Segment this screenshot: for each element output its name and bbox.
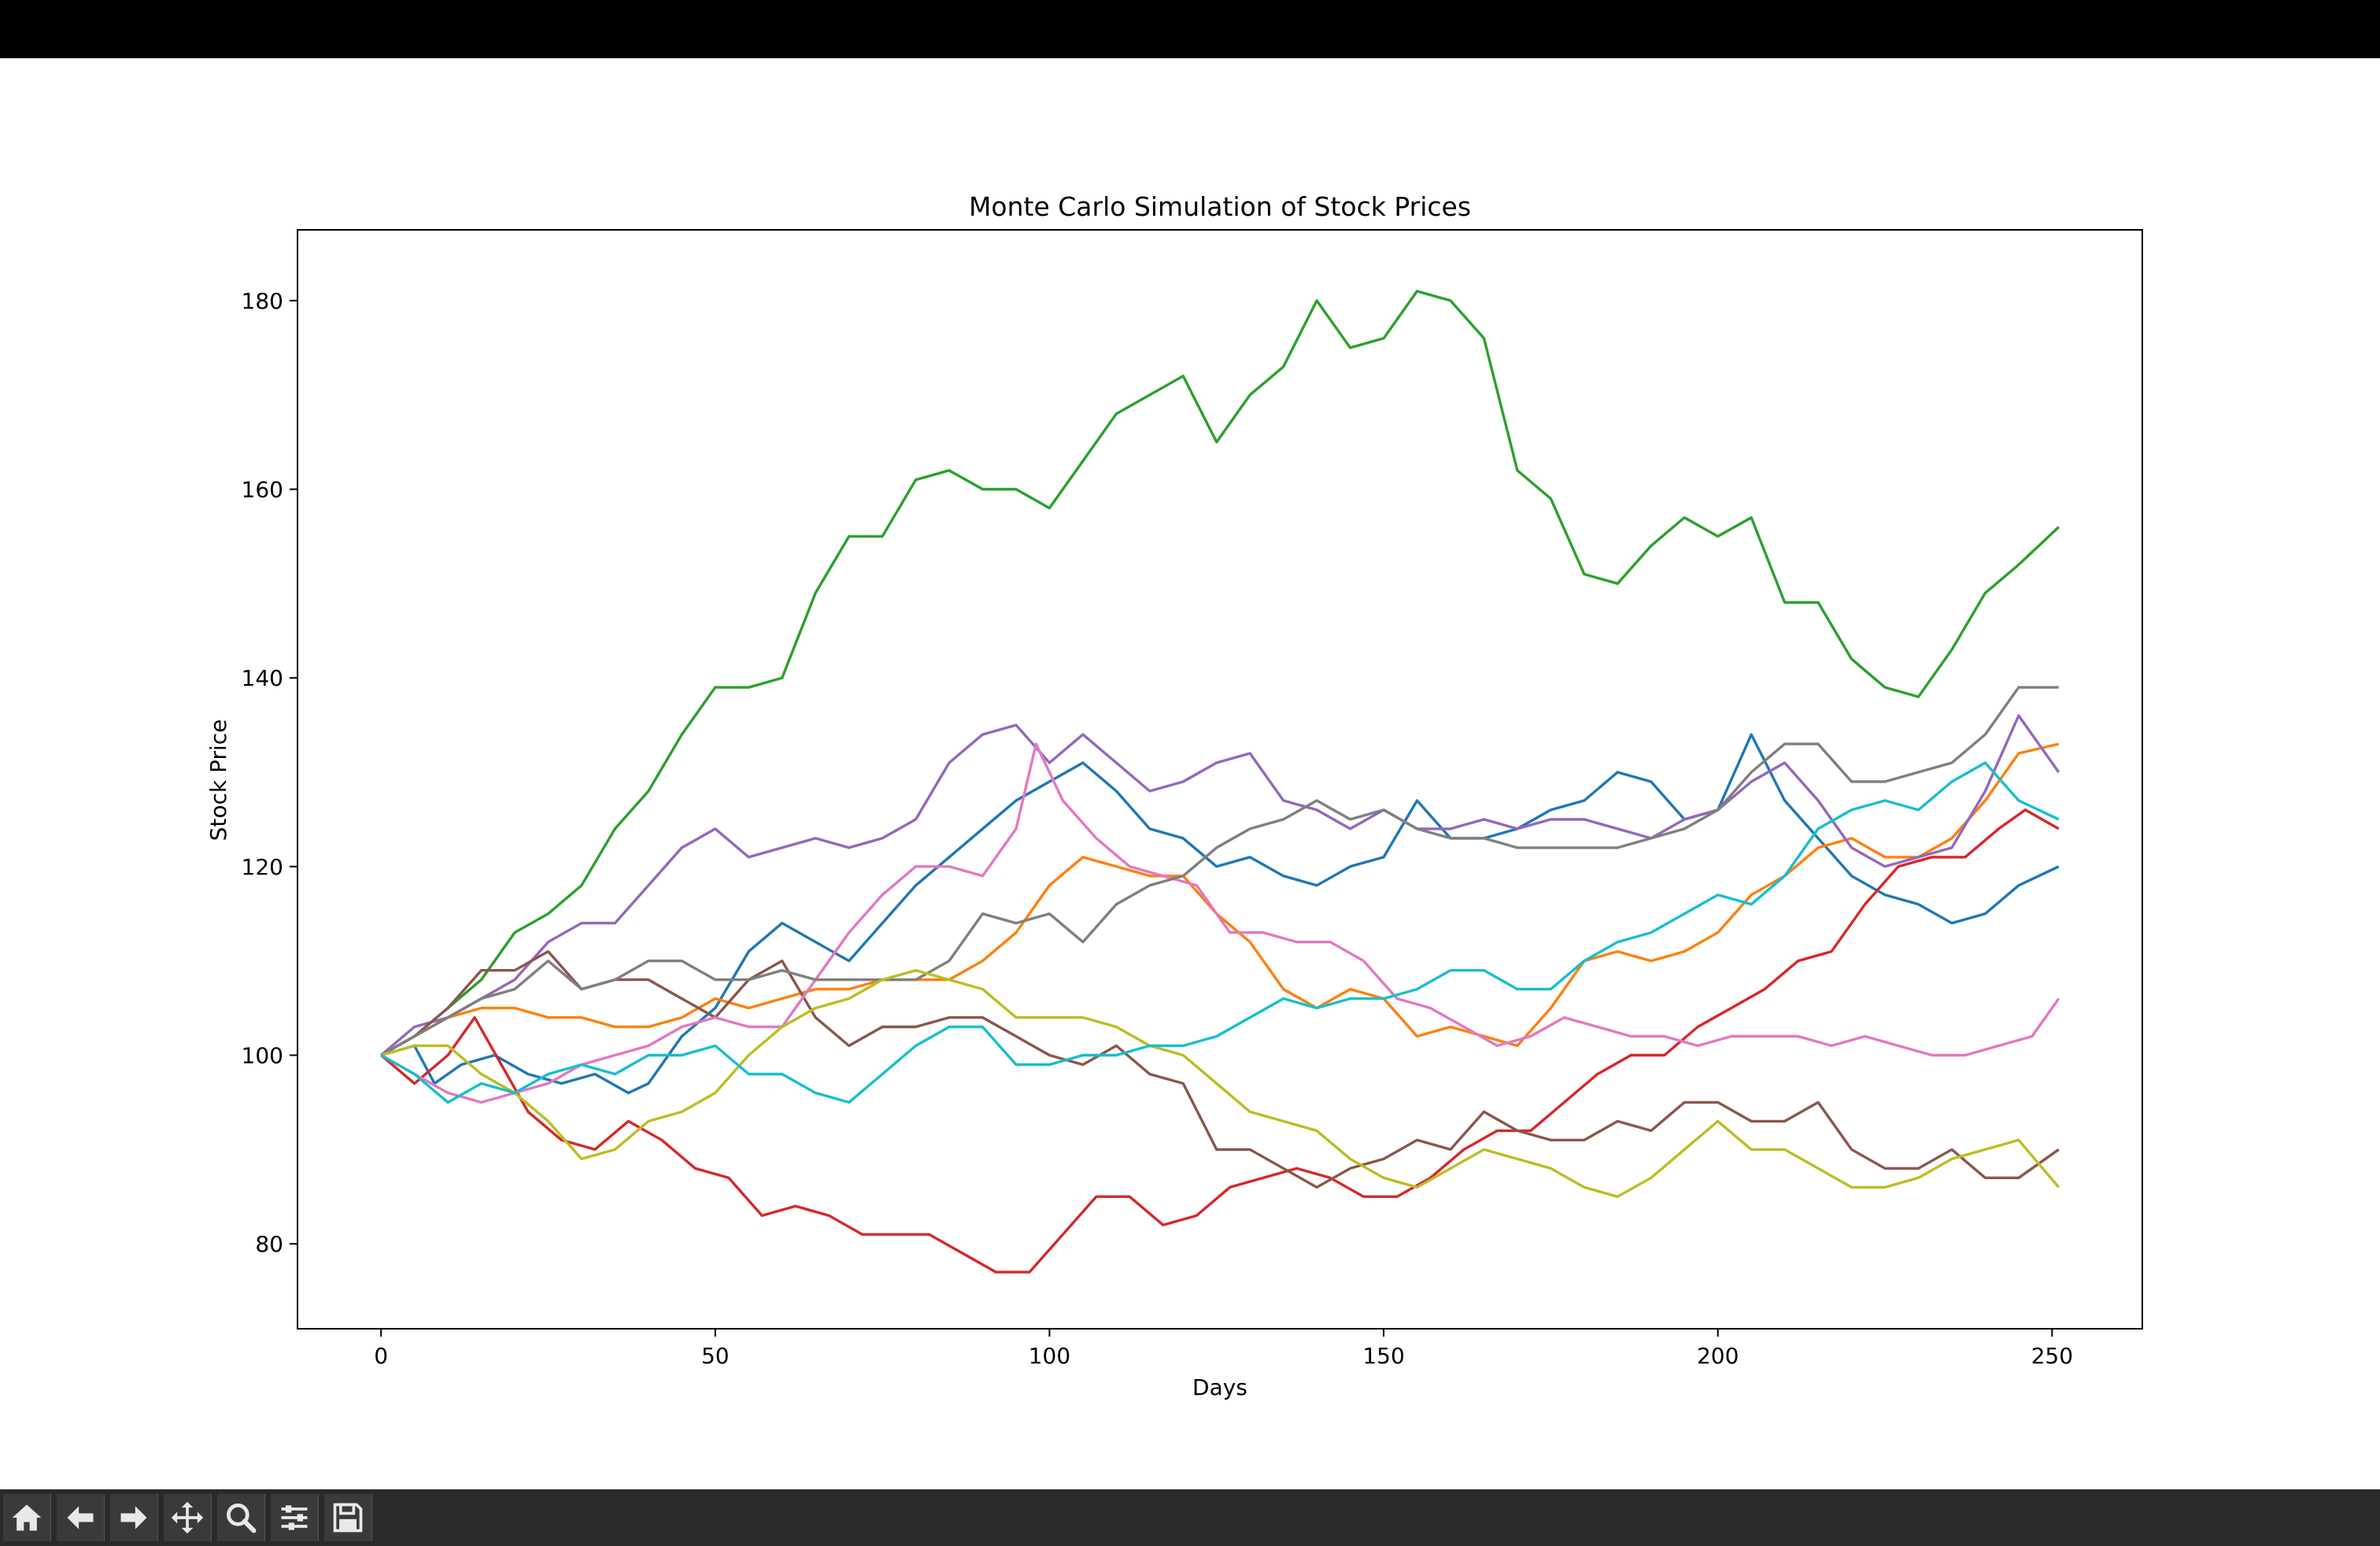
- back-button[interactable]: [57, 1494, 105, 1541]
- series-line-2: [380, 742, 2060, 1056]
- save-icon: [333, 1503, 363, 1533]
- axes-frame: [297, 229, 2143, 1330]
- back-arrow-icon: [67, 1506, 94, 1529]
- zoom-icon: [227, 1503, 257, 1533]
- y-axis-ticks: 80 100 120 140 160 180: [242, 288, 298, 1257]
- series-line-7: [380, 742, 2060, 1104]
- series-line-10: [380, 761, 2060, 1104]
- y-tick-label: 80: [255, 1231, 283, 1257]
- configure-subplots-button[interactable]: [271, 1494, 319, 1541]
- series-line-6: [380, 949, 2060, 1189]
- forward-button[interactable]: [110, 1494, 158, 1541]
- y-tick-label: 140: [242, 665, 283, 691]
- series-line-1: [380, 733, 2060, 1095]
- x-tick-label: 50: [701, 1343, 730, 1369]
- series-lines: [380, 290, 2060, 1274]
- series-line-3: [380, 290, 2060, 1056]
- home-icon: [12, 1504, 42, 1531]
- series-line-9: [380, 968, 2060, 1198]
- line-chart: Monte Carlo Simulation of Stock Prices 0…: [205, 191, 2143, 1400]
- x-tick-label: 0: [374, 1343, 388, 1369]
- y-tick-label: 100: [242, 1042, 283, 1068]
- configure-subplots-icon: [281, 1505, 308, 1530]
- x-axis-ticks: 0 50 100 150 200 250: [374, 1329, 2073, 1369]
- y-tick-label: 160: [242, 477, 283, 503]
- series-line-5: [380, 714, 2060, 1056]
- y-tick-label: 120: [242, 854, 283, 880]
- x-tick-label: 100: [1029, 1343, 1070, 1369]
- window-top-bar: [0, 0, 2380, 58]
- pan-icon: [171, 1501, 204, 1534]
- x-tick-label: 250: [2031, 1343, 2073, 1369]
- figure-canvas: Monte Carlo Simulation of Stock Prices 0…: [0, 58, 2380, 1489]
- x-tick-label: 150: [1362, 1343, 1404, 1369]
- forward-arrow-icon: [120, 1506, 147, 1529]
- home-button[interactable]: [3, 1494, 51, 1541]
- navigation-toolbar: [0, 1489, 2380, 1546]
- y-tick-label: 180: [242, 288, 283, 314]
- x-tick-label: 200: [1697, 1343, 1739, 1369]
- save-button[interactable]: [324, 1494, 372, 1541]
- chart-title: Monte Carlo Simulation of Stock Prices: [969, 191, 1471, 222]
- y-axis-label: Stock Price: [205, 719, 231, 841]
- pan-button[interactable]: [164, 1494, 212, 1541]
- series-line-8: [380, 686, 2059, 1056]
- zoom-button[interactable]: [217, 1494, 265, 1541]
- x-axis-label: Days: [1192, 1374, 1247, 1400]
- series-line-4: [380, 808, 2060, 1274]
